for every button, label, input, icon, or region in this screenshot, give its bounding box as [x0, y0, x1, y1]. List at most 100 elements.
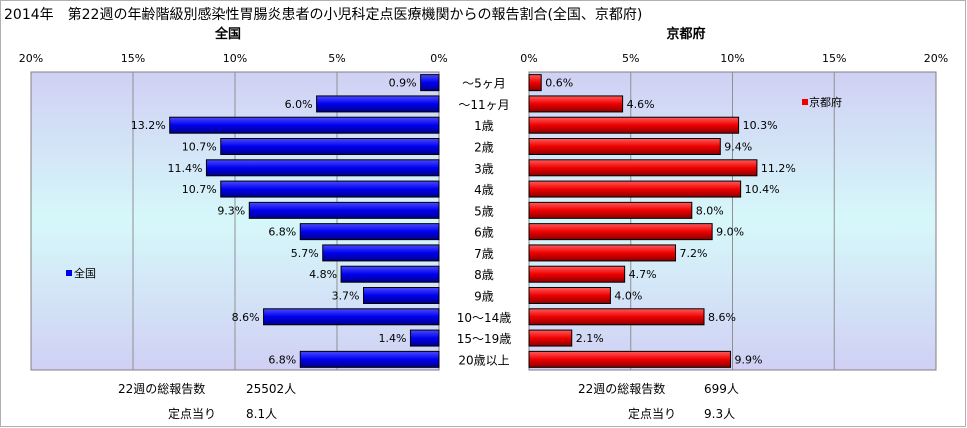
category-label: 20歳以上 — [458, 353, 509, 367]
national-data-label: 0.9% — [389, 77, 417, 90]
category-label: 10～14歳 — [457, 311, 512, 325]
kyoto-legend-swatch — [802, 99, 808, 105]
kyoto-bar — [528, 138, 721, 155]
category-label: 9歳 — [474, 290, 494, 304]
national-total-value: 25502人 — [246, 382, 296, 396]
national-data-label: 10.7% — [182, 141, 217, 154]
kyoto-data-label: 9.4% — [724, 141, 752, 154]
national-x-tick-label: 0% — [430, 52, 447, 65]
kyoto-x-tick-label: 20% — [924, 52, 948, 65]
kyoto-data-label: 8.0% — [696, 204, 724, 217]
category-label: 8歳 — [474, 268, 494, 282]
national-data-label: 6.8% — [268, 226, 296, 239]
kyoto-bar — [528, 308, 705, 326]
kyoto-data-label: 10.3% — [743, 119, 778, 132]
kyoto-x-tick-label: 0% — [520, 52, 537, 65]
national-bar — [248, 201, 440, 219]
kyoto-bar — [528, 95, 624, 113]
category-label: 6歳 — [474, 226, 494, 240]
kyoto-bar — [528, 116, 740, 134]
category-label: 7歳 — [474, 247, 494, 261]
national-bar — [363, 287, 440, 304]
kyoto-data-label: 10.4% — [745, 183, 780, 196]
kyoto-data-label: 11.2% — [761, 162, 796, 175]
national-legend-swatch — [66, 270, 72, 276]
national-bar — [220, 138, 440, 155]
kyoto-summary: 22週の総報告数 699人 定点当り 9.3人 — [578, 381, 739, 421]
category-label: 3歳 — [474, 162, 494, 176]
national-bar — [299, 350, 440, 368]
kyoto-data-label: 4.6% — [627, 98, 655, 111]
category-label: 1歳 — [474, 119, 494, 133]
kyoto-plot-area: 0% 5% 10% 15% 20% 0.6% 4.6% 10.3% 9.4% 11.2% 10.4%… — [520, 52, 948, 371]
national-bar — [169, 116, 440, 134]
national-x-tick-label: 10% — [223, 52, 247, 65]
national-bar — [409, 329, 440, 347]
kyoto-bar — [528, 201, 693, 219]
national-per-label: 定点当り — [168, 406, 216, 421]
kyoto-bar — [528, 74, 542, 92]
kyoto-data-label: 8.6% — [708, 311, 736, 324]
kyoto-bar — [528, 223, 713, 241]
kyoto-x-tick-label: 5% — [622, 52, 639, 65]
kyoto-legend: 京都府 — [802, 95, 842, 109]
national-data-label: 8.6% — [232, 311, 260, 324]
kyoto-bar — [528, 329, 573, 347]
national-data-label: 6.8% — [268, 353, 296, 366]
national-legend: 全国 — [66, 266, 96, 280]
national-data-label: 11.4% — [167, 162, 202, 175]
national-bar — [420, 74, 440, 92]
national-bar — [205, 159, 440, 177]
kyoto-bar — [528, 244, 677, 262]
kyoto-per-label: 定点当り — [628, 406, 676, 421]
national-data-label: 9.3% — [217, 204, 245, 217]
national-x-tick-label: 5% — [328, 52, 345, 65]
kyoto-total-label: 22週の総報告数 — [578, 381, 665, 396]
age-category-axis: ～5ヶ月 ～11ヶ月 1歳 2歳 3歳 4歳 5歳 6歳 7歳 8歳 9歳 10～14歳 15～19歳 2… — [457, 77, 512, 368]
kyoto-data-label: 0.6% — [545, 77, 573, 90]
national-data-label: 3.7% — [332, 290, 360, 303]
category-label: 2歳 — [474, 141, 494, 155]
kyoto-legend-label: 京都府 — [809, 95, 842, 109]
kyoto-data-label: 9.9% — [734, 353, 762, 366]
national-x-tick-label: 20% — [19, 52, 43, 65]
national-data-label: 6.0% — [285, 98, 313, 111]
kyoto-data-label: 2.1% — [576, 332, 604, 345]
national-data-label: 13.2% — [131, 119, 166, 132]
national-legend-label: 全国 — [74, 266, 96, 280]
national-data-label: 4.8% — [309, 268, 337, 281]
kyoto-bar — [528, 287, 611, 304]
kyoto-x-tick-label: 10% — [720, 52, 744, 65]
national-bar — [322, 244, 440, 262]
kyoto-bar — [528, 265, 626, 283]
category-label: 15～19歳 — [457, 332, 512, 346]
category-label: ～5ヶ月 — [462, 77, 506, 91]
national-bar — [299, 223, 440, 241]
national-total-label: 22週の総報告数 — [118, 381, 205, 396]
category-label: 5歳 — [474, 204, 494, 218]
kyoto-data-label: 7.2% — [680, 247, 708, 260]
category-label: ～11ヶ月 — [458, 98, 509, 112]
kyoto-data-label: 4.7% — [629, 268, 657, 281]
kyoto-bar — [528, 180, 742, 198]
national-per-value: 8.1人 — [246, 407, 277, 421]
national-x-tick-label: 15% — [121, 52, 145, 65]
kyoto-panel-title: 京都府 — [666, 26, 705, 42]
national-data-label: 5.7% — [291, 247, 319, 260]
national-panel-title: 全国 — [214, 26, 241, 42]
national-bar — [220, 180, 440, 198]
kyoto-bar — [528, 159, 758, 177]
national-bar — [263, 308, 440, 326]
kyoto-x-tick-label: 15% — [822, 52, 846, 65]
national-plot-area: 20% 15% 10% 5% 0% 0.9% 6.0% 13.2% 10.7% 11.4% 10.7… — [19, 52, 448, 371]
national-bar — [340, 265, 440, 283]
national-data-label: 1.4% — [378, 332, 406, 345]
kyoto-per-value: 9.3人 — [704, 407, 735, 421]
kyoto-bar — [528, 350, 731, 368]
kyoto-total-value: 699人 — [704, 382, 739, 396]
chart-title: 2014年 第22週の年齢階級別感染性胃腸炎患者の小児科定点医療機関からの報告割… — [4, 6, 642, 23]
category-label: 4歳 — [474, 183, 494, 197]
national-summary: 22週の総報告数 25502人 定点当り 8.1人 — [118, 381, 296, 421]
